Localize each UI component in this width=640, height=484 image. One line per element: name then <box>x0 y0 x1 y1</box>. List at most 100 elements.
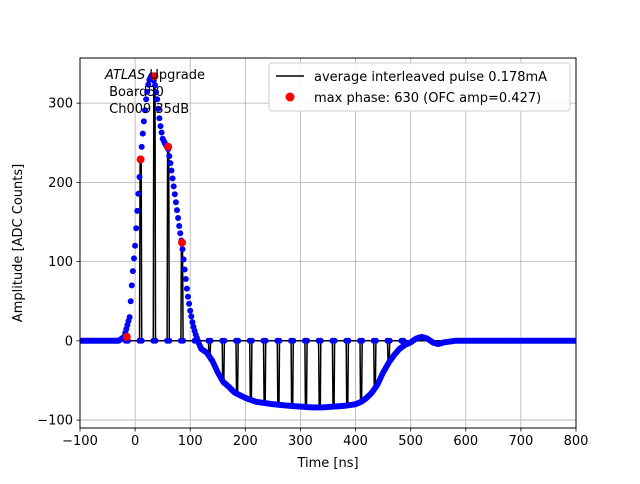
y-tick-label: 0 <box>65 334 73 349</box>
x-axis-ticks: −100 0 100 200 300 400 500 600 700 800 <box>62 428 588 449</box>
annotation-atlas-label: ATLAS <box>104 68 145 83</box>
baseline-point <box>248 337 255 344</box>
pulse-shape-point <box>153 89 160 96</box>
pulse-shape-point <box>176 223 183 229</box>
x-tick-label: 300 <box>288 434 313 449</box>
baseline-point <box>345 337 352 344</box>
max-phase-point <box>150 72 159 81</box>
pulse-shape-point <box>134 207 141 214</box>
pulse-shape-point <box>186 300 193 307</box>
pulse-shape-point <box>158 129 165 136</box>
baseline-point <box>359 337 366 344</box>
pulse-shape-point <box>170 183 177 190</box>
baseline-point <box>262 337 269 344</box>
max-phase-markers <box>122 72 186 341</box>
baseline-point <box>166 337 173 344</box>
pulse-shape-point <box>183 285 190 292</box>
atlas-annotation: ATLAS Upgrade Board50 Ch009 35dB <box>104 68 205 117</box>
pulse-shape-point <box>129 268 136 275</box>
baseline-point <box>290 337 297 344</box>
baseline-point <box>221 337 228 344</box>
pulse-shape-point <box>132 242 139 249</box>
pulse-shape-point <box>131 255 137 262</box>
plot-area <box>80 58 576 428</box>
baseline-point <box>235 337 242 344</box>
y-tick-label: −100 <box>37 414 73 429</box>
legend-entry-max-phase: max phase: 630 (OFC amp=0.427) <box>314 91 541 106</box>
x-axis-label: Time [ns] <box>296 456 358 471</box>
pulse-shape-point <box>127 298 134 305</box>
pulse-shape-point <box>182 276 189 282</box>
legend-marker-swatch <box>285 92 295 102</box>
x-tick-label: 700 <box>508 434 533 449</box>
baseline-point <box>180 337 187 344</box>
pulse-shape-point <box>171 191 178 198</box>
baseline-point <box>400 337 407 344</box>
axes-frame <box>79 57 577 429</box>
legend-box <box>268 62 571 112</box>
baseline-point <box>317 337 324 344</box>
pulse-shape-point <box>172 199 179 206</box>
legend: average interleaved pulse 0.178mA max ph… <box>268 62 571 112</box>
baseline-point <box>276 337 283 344</box>
pulse-shape-point <box>166 153 173 160</box>
baseline-point <box>152 337 159 344</box>
pulse-shape-point <box>175 215 182 221</box>
pulse-shape-point <box>181 266 188 273</box>
x-tick-label: −100 <box>62 434 98 449</box>
pulse-shape-point <box>174 207 180 214</box>
pulse-shape-point <box>139 130 146 137</box>
pulse-shape-point <box>138 143 145 150</box>
pulse-shape-point <box>180 256 187 263</box>
pulse-shape-point <box>167 160 174 167</box>
max-phase-point <box>178 238 186 247</box>
y-tick-label: 300 <box>48 97 73 112</box>
pulse-shape-point <box>154 96 161 103</box>
pulse-shape-point <box>128 282 135 289</box>
x-tick-label: 800 <box>564 434 589 449</box>
annotation-channel-label: Ch009 35dB <box>105 102 189 117</box>
annotation-upgrade-label: Upgrade <box>145 68 205 83</box>
pulse-shape-point <box>143 96 150 103</box>
baseline-point <box>193 337 200 344</box>
x-tick-label: 400 <box>343 434 368 449</box>
pulse-shape-point <box>126 314 133 321</box>
pulse-shape-point <box>179 246 186 253</box>
baseline-point <box>304 337 311 344</box>
baseline-point <box>372 337 379 344</box>
pulse-shape-point <box>188 313 195 320</box>
x-tick-label: 100 <box>178 434 203 449</box>
y-axis-ticks: −100 0 100 200 300 <box>37 97 80 429</box>
baseline-point <box>207 337 214 344</box>
baseline-point <box>331 337 338 344</box>
pulse-shape-point <box>136 174 143 180</box>
pulse-shape-point <box>142 107 148 114</box>
pulse-shape-point <box>133 225 140 232</box>
pulse-shape-point <box>152 82 158 89</box>
pulse-shape-point <box>135 190 142 197</box>
pulse-shape-point <box>177 230 184 237</box>
x-tick-label: 200 <box>233 434 258 449</box>
x-tick-label: 500 <box>398 434 423 449</box>
pulse-shape-point <box>573 337 576 344</box>
max-phase-point <box>136 155 145 164</box>
pulse-shape-points <box>80 72 576 411</box>
annotation-line-1: ATLAS Upgrade <box>104 68 205 83</box>
pulse-shape-point <box>140 118 147 125</box>
pulse-shape-point <box>145 81 152 88</box>
pulse-shape-point <box>156 115 163 122</box>
pulse-shape-point <box>168 167 175 174</box>
pulse-shape-point <box>144 88 151 95</box>
pulse-shape-point <box>187 307 194 314</box>
y-tick-label: 100 <box>48 255 73 270</box>
pulse-shape-point <box>157 123 164 130</box>
x-tick-label: 600 <box>453 434 478 449</box>
baseline-point <box>138 337 145 344</box>
pulse-shape-point <box>185 293 191 300</box>
pulse-shape-point <box>155 105 162 112</box>
pulse-shape-point <box>189 319 196 326</box>
max-phase-point <box>164 142 173 151</box>
baseline-point <box>386 337 393 344</box>
